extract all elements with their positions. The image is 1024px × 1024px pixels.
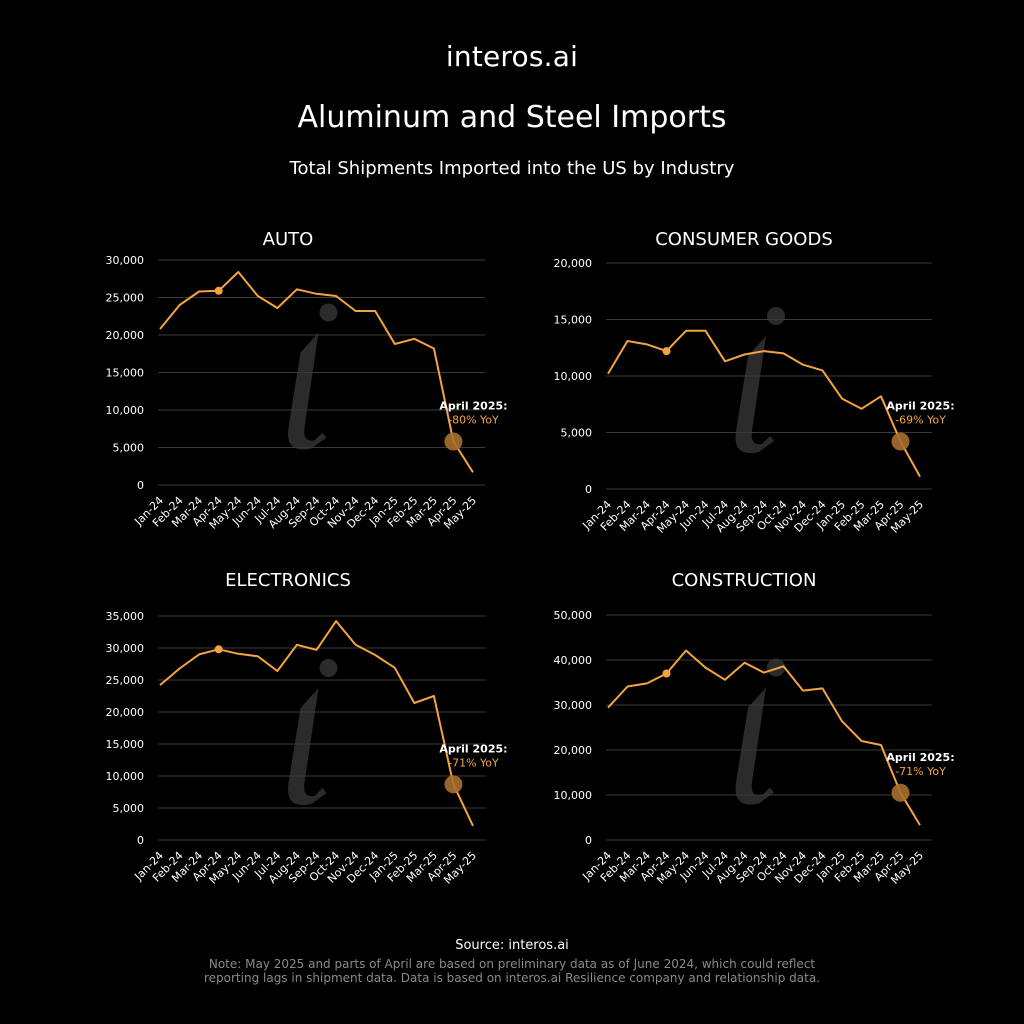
- page-title: Aluminum and Steel Imports: [297, 100, 727, 135]
- annotation-point: [891, 432, 910, 451]
- annotation-value: -71% YoY: [448, 756, 499, 769]
- y-tick-label: 20,000: [106, 329, 145, 342]
- watermark-i: [287, 332, 327, 450]
- chart-title: AUTO: [263, 229, 314, 250]
- y-tick-label: 30,000: [106, 254, 145, 267]
- y-tick-label: 25,000: [106, 674, 145, 687]
- annotation-value: -71% YoY: [895, 765, 946, 778]
- note-text: Note: May 2025 and parts of April are ba…: [0, 957, 1024, 985]
- series-line: [607, 329, 921, 478]
- highlight-point: [214, 645, 223, 654]
- watermark-dot: [767, 307, 785, 325]
- chart-title: ELECTRONICS: [225, 570, 351, 591]
- annotation-point: [891, 783, 910, 802]
- y-tick-label: 0: [137, 479, 144, 492]
- y-tick-label: 0: [585, 834, 592, 847]
- highlight-point: [662, 669, 671, 678]
- y-tick-label: 10,000: [106, 404, 145, 417]
- chart-title: CONSTRUCTION: [672, 570, 817, 591]
- annotation-point: [444, 432, 463, 451]
- y-tick-label: 10,000: [554, 370, 593, 383]
- y-tick-label: 5,000: [113, 802, 145, 815]
- y-tick-label: 20,000: [106, 706, 145, 719]
- watermark-i: [735, 336, 774, 454]
- y-tick-label: 20,000: [554, 257, 593, 270]
- watermark-dot: [319, 659, 338, 677]
- annotation-title: April 2025:: [439, 742, 507, 755]
- annotation-title: April 2025:: [886, 400, 954, 413]
- annotation-value: -69% YoY: [895, 414, 946, 427]
- chart-auto: AUTO 0 5,000 10,000 15,000 20,000 25,000 30,000…: [106, 229, 508, 532]
- y-tick-label: 5,000: [113, 442, 145, 455]
- watermark-i: [287, 688, 327, 806]
- chart-construction: CONSTRUCTION 0 10,000 20,000 30,000 40,000 50,…: [554, 570, 955, 887]
- y-tick-label: 35,000: [106, 610, 145, 623]
- y-tick-label: 10,000: [106, 770, 145, 783]
- note-line-2: reporting lags in shipment data. Data is…: [203, 971, 820, 985]
- y-tick-label: 15,000: [554, 314, 593, 327]
- source-text: Source: interos.ai: [455, 938, 569, 953]
- watermark-i: [735, 687, 774, 805]
- interos-logo: interos.ai: [445, 40, 579, 73]
- watermark-dot: [767, 658, 785, 677]
- y-tick-label: 30,000: [554, 699, 593, 712]
- y-tick-label: 40,000: [554, 654, 593, 667]
- y-tick-label: 0: [137, 834, 144, 847]
- y-tick-label: 50,000: [554, 609, 593, 622]
- y-tick-label: 15,000: [106, 367, 145, 380]
- note-line-1: Note: May 2025 and parts of April are ba…: [208, 957, 816, 971]
- y-tick-label: 5,000: [561, 427, 593, 440]
- annotation-value: -80% YoY: [448, 414, 499, 427]
- y-tick-label: 30,000: [106, 642, 145, 655]
- chart-electronics: ELECTRONICS 0 5,000 10,000 15,000 20,000 25,00…: [106, 570, 508, 887]
- annotation-title: April 2025:: [439, 400, 507, 413]
- highlight-point: [214, 286, 223, 295]
- watermark-dot: [319, 303, 338, 322]
- y-tick-label: 25,000: [106, 292, 145, 305]
- annotation-title: April 2025:: [886, 751, 954, 764]
- chart-consumer-goods: CONSUMER GOODS05,00010,00015,00020,000Ja…: [554, 229, 955, 536]
- page-subtitle: Total Shipments Imported into the US by …: [289, 158, 735, 179]
- y-tick-label: 15,000: [106, 738, 145, 751]
- highlight-point: [662, 347, 671, 356]
- y-tick-label: 10,000: [554, 789, 593, 802]
- annotation-point: [444, 775, 463, 794]
- y-tick-label: 0: [585, 483, 592, 496]
- y-tick-label: 20,000: [554, 744, 593, 757]
- chart-title: CONSUMER GOODS: [655, 229, 833, 250]
